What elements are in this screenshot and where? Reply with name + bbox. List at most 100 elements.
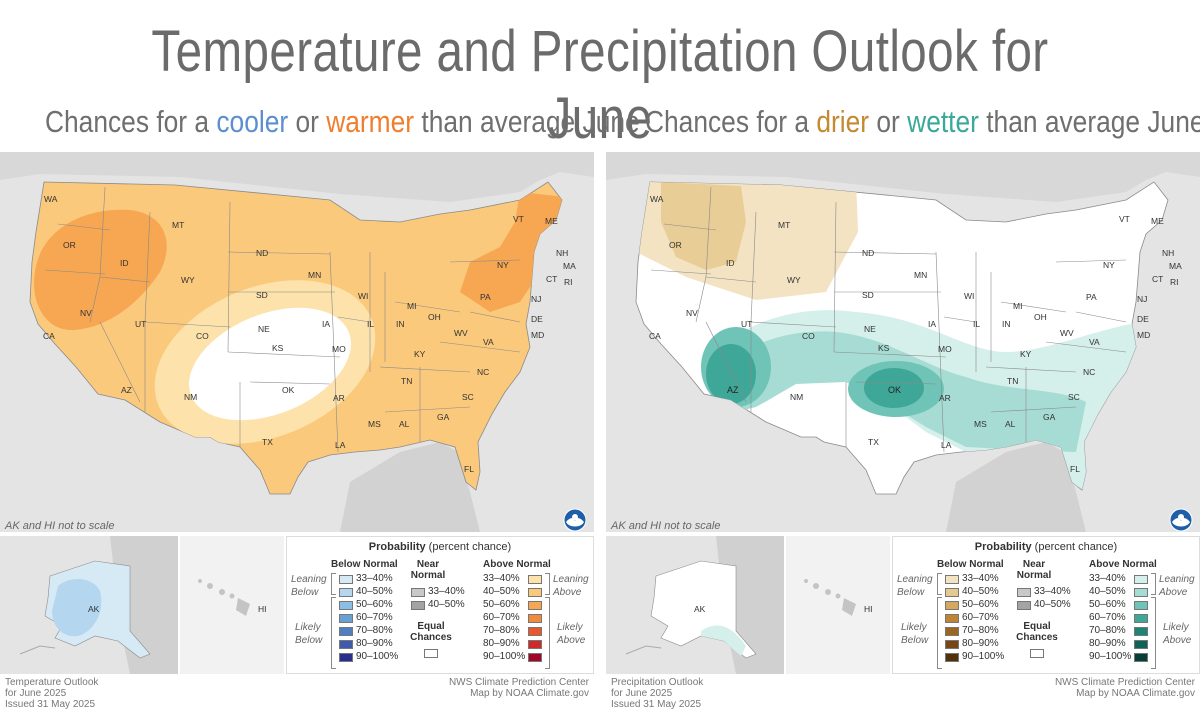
below-range-7: 90–100% [962,651,1005,662]
svg-text:WI: WI [964,291,974,301]
precipitation-footer: Precipitation Outlook for June 2025 Issued… [611,677,704,710]
leaning-below-label: Leaning Below [897,574,933,598]
below-range-2: 40–50% [962,586,999,597]
below-swatch-5 [339,627,353,636]
temperature-credit: NWS Climate Prediction Center Map by NOAA… [448,677,589,699]
above-range-3: 50–60% [1089,599,1126,610]
below-swatch-7 [945,653,959,662]
above-range-6: 80–90% [483,638,520,649]
svg-text:GA: GA [437,412,450,422]
precipitation-state-labels: WA OR ID MT WY NV CA UT AZ CO NM ND SD N… [649,194,1182,474]
page-title: Temperature and Precipitation Outlook fo… [151,19,1049,151]
below-swatch-1 [945,575,959,584]
below-range-7: 90–100% [356,651,399,662]
above-swatch-7 [528,653,542,662]
below-range-1: 33–40% [962,573,999,584]
above-range-2: 40–50% [1089,586,1126,597]
svg-text:CT: CT [1152,274,1163,284]
svg-text:RI: RI [1170,277,1179,287]
svg-text:CA: CA [649,331,661,341]
ak-label: AK [694,604,706,614]
precipitation-inset-row: AK HI Probability (percent chance) Below… [606,536,1200,674]
svg-text:NV: NV [80,308,92,318]
warmer-word: warmer [326,104,415,139]
svg-text:MA: MA [563,261,576,271]
above-range-4: 60–70% [1089,612,1126,623]
above-swatch-3 [528,601,542,610]
near-range-2: 40–50% [1034,599,1071,610]
below-swatch-2 [945,588,959,597]
near-range-2: 40–50% [428,599,465,610]
above-range-5: 70–80% [1089,625,1126,636]
above-swatch-2 [528,588,542,597]
svg-text:WY: WY [787,275,801,285]
svg-text:IA: IA [322,319,330,329]
hi-label: HI [864,604,873,614]
svg-text:NY: NY [497,260,509,270]
likely-below-label: Likely Below [901,622,929,646]
hawaii-inset: HI [180,536,284,674]
svg-text:KS: KS [272,343,284,353]
below-range-2: 40–50% [356,586,393,597]
svg-text:MT: MT [172,220,184,230]
svg-text:AL: AL [399,419,410,429]
above-range-1: 33–40% [1089,573,1126,584]
below-swatch-2 [339,588,353,597]
below-swatch-3 [339,601,353,610]
svg-text:VT: VT [1119,214,1130,224]
svg-text:NC: NC [477,367,489,377]
near-range-1: 33–40% [1034,586,1071,597]
below-range-4: 60–70% [356,612,393,623]
likely-above-label: Likely Above [557,622,586,646]
equal-chances-label: Equal Chances [1016,621,1058,643]
legend-title: Probability (percent chance) [974,541,1118,553]
above-swatch-1 [528,575,542,584]
near-swatch-2 [1017,601,1031,610]
below-swatch-4 [339,614,353,623]
alaska-inset: AK [0,536,178,674]
svg-text:WI: WI [358,291,368,301]
above-swatch-6 [1134,640,1148,649]
below-normal-header: Below Normal [937,559,1004,570]
above-swatch-5 [1134,627,1148,636]
svg-text:NE: NE [258,324,270,334]
scale-note: AK and HI not to scale [5,520,115,532]
svg-text:CO: CO [802,331,815,341]
temperature-inset-row: AK HI Probability (percent chance) Below… [0,536,594,674]
svg-text:KY: KY [414,349,426,359]
equal-chances-swatch [424,649,438,658]
precipitation-panel: WA OR ID MT WY NV CA UT AZ CO NM ND SD N… [606,152,1200,721]
svg-text:TN: TN [401,376,412,386]
leaning-below-label: Leaning Below [291,574,327,598]
leaning-above-label: Leaning Above [553,574,589,598]
svg-text:RI: RI [564,277,573,287]
near-normal-header: Near Normal [1016,559,1052,581]
svg-text:AZ: AZ [121,385,132,395]
wetter-word: wetter [907,104,979,139]
svg-text:AR: AR [939,393,951,403]
svg-text:UT: UT [135,319,146,329]
svg-text:NH: NH [1162,248,1174,258]
temperature-subtitle: Chances for a cooler or warmer than aver… [45,104,640,139]
svg-text:NH: NH [556,248,568,258]
above-range-5: 70–80% [483,625,520,636]
svg-text:FL: FL [464,464,474,474]
precipitation-credit: NWS Climate Prediction Center Map by NOAA… [1054,677,1195,699]
temperature-map: WA OR ID MT WY NV CA UT AZ CO NM ND SD N… [0,152,594,532]
above-range-1: 33–40% [483,573,520,584]
above-range-7: 90–100% [1089,651,1132,662]
above-swatch-7 [1134,653,1148,662]
svg-text:ND: ND [256,248,268,258]
svg-text:ID: ID [726,258,735,268]
svg-text:NV: NV [686,308,698,318]
svg-text:SC: SC [462,392,474,402]
below-swatch-6 [945,640,959,649]
likely-below-label: Likely Below [295,622,323,646]
svg-text:IN: IN [1002,319,1011,329]
below-range-5: 70–80% [356,625,393,636]
svg-text:OK: OK [888,385,901,395]
near-swatch-2 [411,601,425,610]
svg-text:TX: TX [262,437,273,447]
svg-text:VA: VA [1089,337,1100,347]
svg-text:IL: IL [367,319,374,329]
